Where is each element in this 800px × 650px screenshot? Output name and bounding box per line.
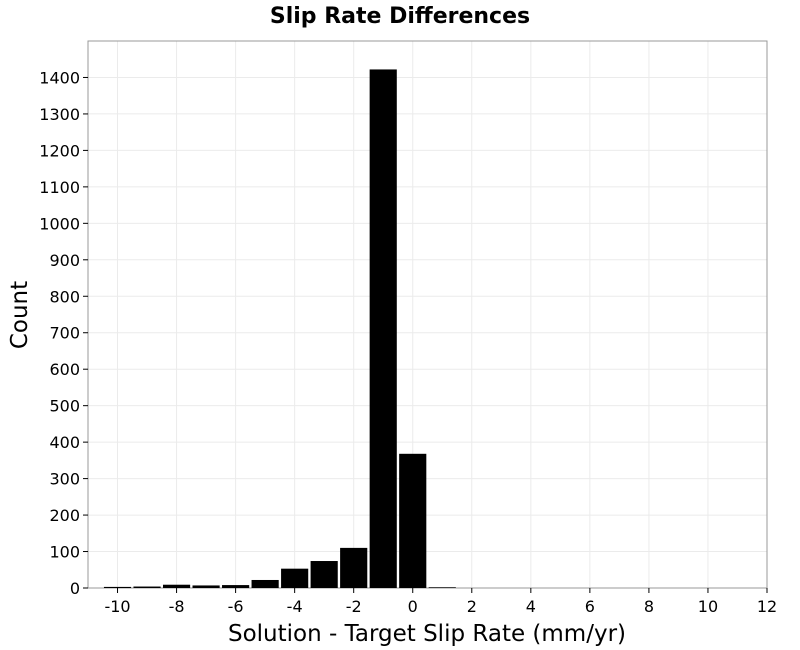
x-tick-label: 8 <box>644 597 654 616</box>
histogram-bar <box>310 561 338 588</box>
x-tick-label: 6 <box>585 597 595 616</box>
x-tick-label: -2 <box>346 597 362 616</box>
histogram-bar <box>340 547 368 588</box>
axis-ticks: -10 -8 -6 -4 -2 0 2 4 6 8 10 12 0 100 200 300 400 500 600 7… <box>39 68 777 616</box>
histogram-bar <box>162 584 191 588</box>
x-axis-label: Solution - Target Slip Rate (mm/yr) <box>228 621 626 647</box>
y-tick-label: 300 <box>49 470 80 489</box>
chart-title: Slip Rate Differences <box>270 4 530 29</box>
histogram-bar <box>281 568 309 588</box>
y-tick-label: 900 <box>49 251 80 270</box>
y-tick-label: 200 <box>49 506 80 525</box>
y-tick-label: 400 <box>49 433 80 452</box>
histogram-bar <box>369 69 397 589</box>
bars <box>103 69 456 589</box>
y-tick-label: 800 <box>49 287 80 306</box>
x-tick-label: -4 <box>287 597 303 616</box>
y-tick-label: 1400 <box>39 68 80 87</box>
histogram-bar <box>103 586 132 588</box>
x-tick-label: 12 <box>757 597 777 616</box>
x-tick-label: 0 <box>408 597 418 616</box>
y-tick-label: 0 <box>70 579 80 598</box>
y-tick-label: 600 <box>49 360 80 379</box>
histogram-bar <box>428 587 456 588</box>
y-tick-label: 700 <box>49 324 80 343</box>
histogram-bar <box>251 579 279 588</box>
y-tick-label: 1000 <box>39 214 80 233</box>
y-tick-label: 500 <box>49 397 80 416</box>
y-tick-label: 1200 <box>39 141 80 160</box>
histogram-bar <box>133 586 161 588</box>
histogram-bar <box>222 585 250 588</box>
plot-frame <box>87 40 768 589</box>
x-tick-label: 4 <box>526 597 536 616</box>
histogram-bar <box>399 453 427 588</box>
x-tick-label: -10 <box>104 597 130 616</box>
y-tick-label: 100 <box>49 543 80 562</box>
histogram-bar <box>192 585 220 588</box>
y-axis-label: Count <box>7 281 33 349</box>
x-tick-label: 10 <box>698 597 718 616</box>
x-tick-label: -8 <box>169 597 185 616</box>
y-tick-label: 1300 <box>39 105 80 124</box>
x-tick-label: -6 <box>228 597 244 616</box>
grid-lines <box>88 41 768 589</box>
x-tick-label: 2 <box>467 597 477 616</box>
y-tick-label: 1100 <box>39 178 80 197</box>
